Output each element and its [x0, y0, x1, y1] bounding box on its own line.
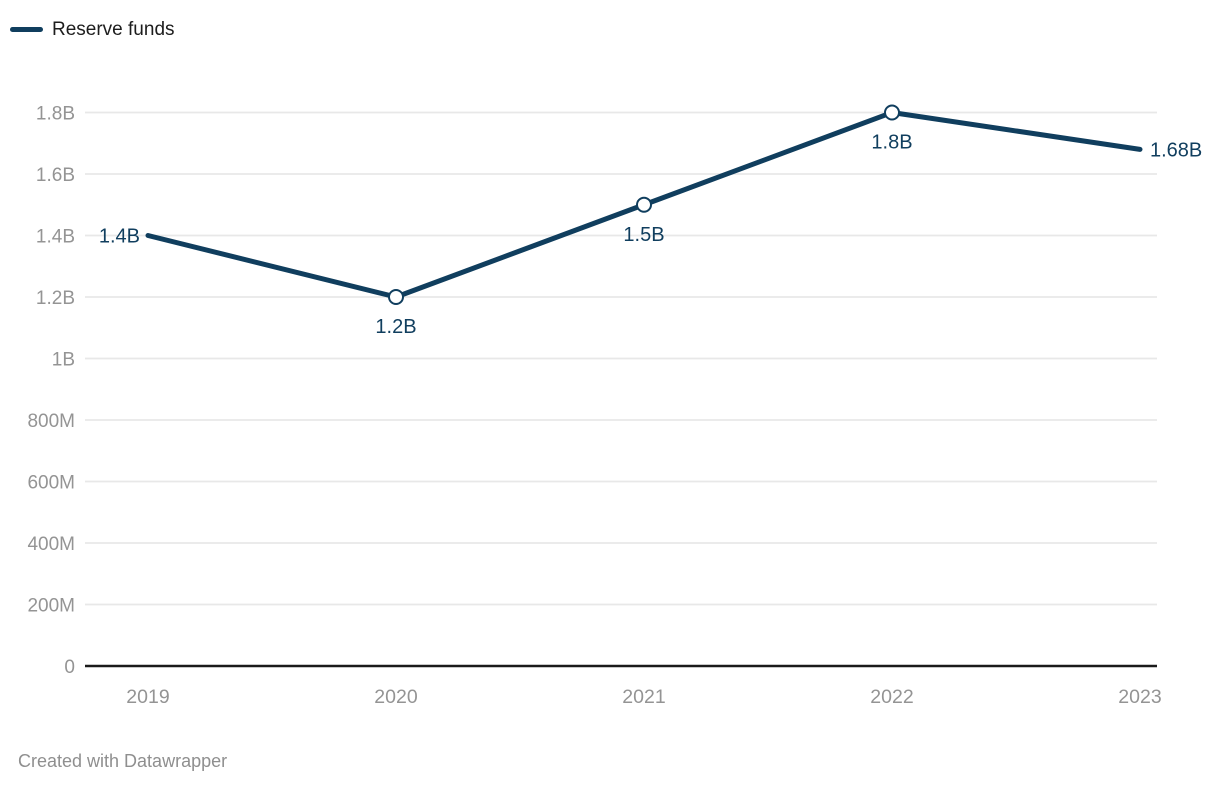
x-axis-tick-label: 2022 — [870, 686, 913, 708]
line-chart-plot: 0 200M 400M 600M 800M 1B 1.2B 1.4B 1.6B 1.8B 2019 2… — [27, 104, 1202, 709]
y-axis-tick-label: 400M — [27, 534, 75, 555]
y-axis-tick-label: 600M — [27, 473, 75, 494]
y-axis-tick-label: 1.8B — [36, 104, 75, 125]
data-point-marker — [884, 104, 900, 121]
attribution-text: Created with Datawrapper — [18, 751, 228, 771]
data-point-value-label: 1.68B — [1150, 139, 1202, 161]
x-axis-tick-label: 2023 — [1118, 686, 1161, 708]
y-axis-tick-label: 1.6B — [36, 165, 75, 186]
y-axis-tick-label: 1B — [52, 350, 75, 371]
data-point-value-label: 1.8B — [871, 132, 912, 154]
y-axis-tick-label: 1.4B — [36, 227, 75, 248]
legend-line-swatch — [10, 27, 43, 32]
data-point-value-label: 1.5B — [623, 224, 664, 246]
data-point-value-label: 1.4B — [99, 226, 140, 248]
y-axis-tick-label: 200M — [27, 596, 75, 617]
x-axis-tick-label: 2019 — [126, 686, 169, 708]
x-axis-tick-label: 2020 — [374, 686, 418, 708]
legend: Reserve funds — [10, 20, 175, 39]
x-axis-tick-label: 2021 — [622, 686, 665, 708]
data-point-value-label: 1.2B — [375, 316, 416, 338]
data-point-marker — [388, 289, 404, 305]
data-point-marker — [636, 196, 652, 213]
y-axis-tick-label: 800M — [27, 411, 75, 432]
y-axis-tick-label: 0 — [64, 657, 75, 678]
attribution: Created with Datawrapper — [18, 751, 227, 772]
legend-label: Reserve funds — [52, 19, 175, 40]
y-axis-tick-label: 1.2B — [36, 288, 75, 309]
